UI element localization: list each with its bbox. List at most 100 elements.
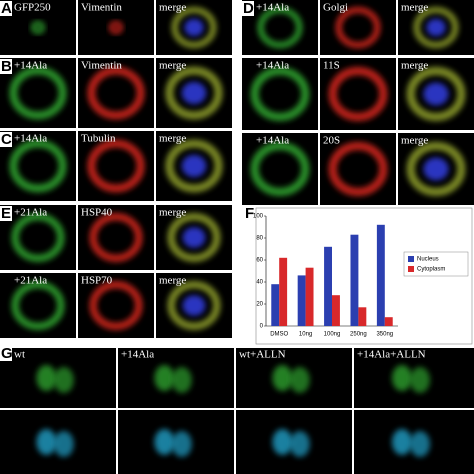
- panel-letter: G: [1, 345, 13, 362]
- panel-label: +14Ala: [256, 60, 289, 72]
- panel-label: +14Ala: [121, 349, 154, 361]
- y-tick-label: 20: [256, 302, 263, 308]
- nucleus: [154, 429, 175, 455]
- nucleus: [423, 157, 449, 181]
- legend-label: Cytoplasm: [417, 267, 445, 273]
- letter-bg: [0, 59, 12, 74]
- panel-label: Tubulin: [81, 133, 116, 145]
- bar: [350, 234, 359, 326]
- nucleus: [181, 154, 207, 178]
- nucleus: [36, 365, 57, 391]
- panel-label: merge: [401, 135, 428, 147]
- panel-label: HSP40: [81, 207, 113, 219]
- bar: [297, 275, 306, 326]
- nucleus: [182, 295, 206, 316]
- panel-label: merge: [401, 60, 428, 72]
- nucleus: [410, 367, 430, 393]
- panel-label: GFP250: [14, 2, 51, 14]
- letter-bg: [0, 206, 12, 221]
- nucleus: [181, 81, 207, 105]
- panel-label: 11S: [323, 60, 340, 72]
- cell: [89, 213, 143, 262]
- cell: [165, 66, 223, 120]
- x-tick-label: DMSO: [270, 332, 288, 338]
- x-tick-label: 350ng: [376, 332, 393, 338]
- cell: [167, 281, 221, 330]
- nucleus: [171, 367, 192, 393]
- cell: [11, 281, 65, 330]
- nucleus: [272, 429, 293, 455]
- panel-label: wt: [14, 349, 25, 361]
- cell: [11, 213, 65, 262]
- cell: [250, 66, 310, 122]
- panel-label: +21Ala: [14, 275, 47, 287]
- nucleus: [423, 82, 449, 106]
- panel-label: merge: [159, 60, 186, 72]
- bar: [384, 317, 393, 326]
- panel-label: Vimentin: [81, 2, 122, 14]
- cell: [328, 66, 388, 122]
- nucleus: [171, 431, 192, 457]
- panel-letter: E: [1, 205, 11, 222]
- cell: [87, 66, 145, 120]
- cell: [250, 141, 310, 197]
- nucleus: [289, 367, 310, 393]
- cell: [108, 20, 124, 35]
- cell: [165, 139, 223, 193]
- panel-label: +14Ala+ALLN: [357, 349, 426, 361]
- panel-letter: C: [1, 131, 12, 148]
- legend-label: Nucleus: [417, 257, 439, 263]
- bar: [305, 267, 314, 326]
- panel-label: 20S: [323, 135, 340, 147]
- nucleus: [53, 367, 74, 393]
- x-tick-label: 100ng: [324, 332, 341, 338]
- legend-swatch: [408, 256, 414, 262]
- nucleus: [182, 227, 206, 248]
- letter-bg: [0, 132, 12, 147]
- cell: [171, 6, 217, 49]
- cell: [9, 139, 67, 193]
- panel-letter: A: [1, 0, 12, 17]
- y-tick-label: 0: [260, 324, 264, 330]
- nucleus: [410, 431, 430, 457]
- y-tick-label: 40: [256, 280, 263, 286]
- panel-label: HSP70: [81, 275, 113, 287]
- cell: [89, 281, 143, 330]
- letter-bg: [0, 1, 12, 16]
- cell: [406, 66, 466, 122]
- letter-bg: [0, 346, 12, 361]
- y-tick-label: 80: [256, 236, 263, 242]
- panel-letter: D: [243, 0, 254, 17]
- panel-label: Vimentin: [81, 60, 122, 72]
- bar: [332, 295, 340, 326]
- y-tick-label: 100: [253, 214, 264, 220]
- nucleus: [272, 365, 293, 391]
- nucleus: [53, 431, 74, 457]
- nucleus: [392, 365, 412, 391]
- cell: [30, 20, 46, 35]
- legend-box: [403, 251, 469, 277]
- x-tick-label: 250ng: [350, 332, 367, 338]
- micrograph: [78, 0, 154, 55]
- nucleus: [392, 429, 412, 455]
- cell: [87, 139, 145, 193]
- panel-label: +14Ala: [14, 133, 47, 145]
- nucleus: [154, 365, 175, 391]
- nucleus: [289, 431, 310, 457]
- panel-label: +14Ala: [256, 2, 289, 14]
- cell: [328, 141, 388, 197]
- panel-label: merge: [159, 207, 186, 219]
- panel-label: +14Ala: [14, 60, 47, 72]
- panel-label: wt+ALLN: [239, 349, 286, 361]
- cell: [257, 6, 303, 49]
- bar: [376, 224, 385, 326]
- x-tick-label: 10ng: [299, 332, 312, 338]
- letter-bg: [242, 1, 254, 16]
- cell: [413, 6, 459, 49]
- nucleus: [426, 18, 446, 37]
- panel-label: Golgi: [323, 2, 348, 14]
- bar: [279, 257, 288, 326]
- panel-label: +14Ala: [256, 135, 289, 147]
- legend-swatch: [408, 266, 414, 272]
- panel-label: merge: [159, 275, 186, 287]
